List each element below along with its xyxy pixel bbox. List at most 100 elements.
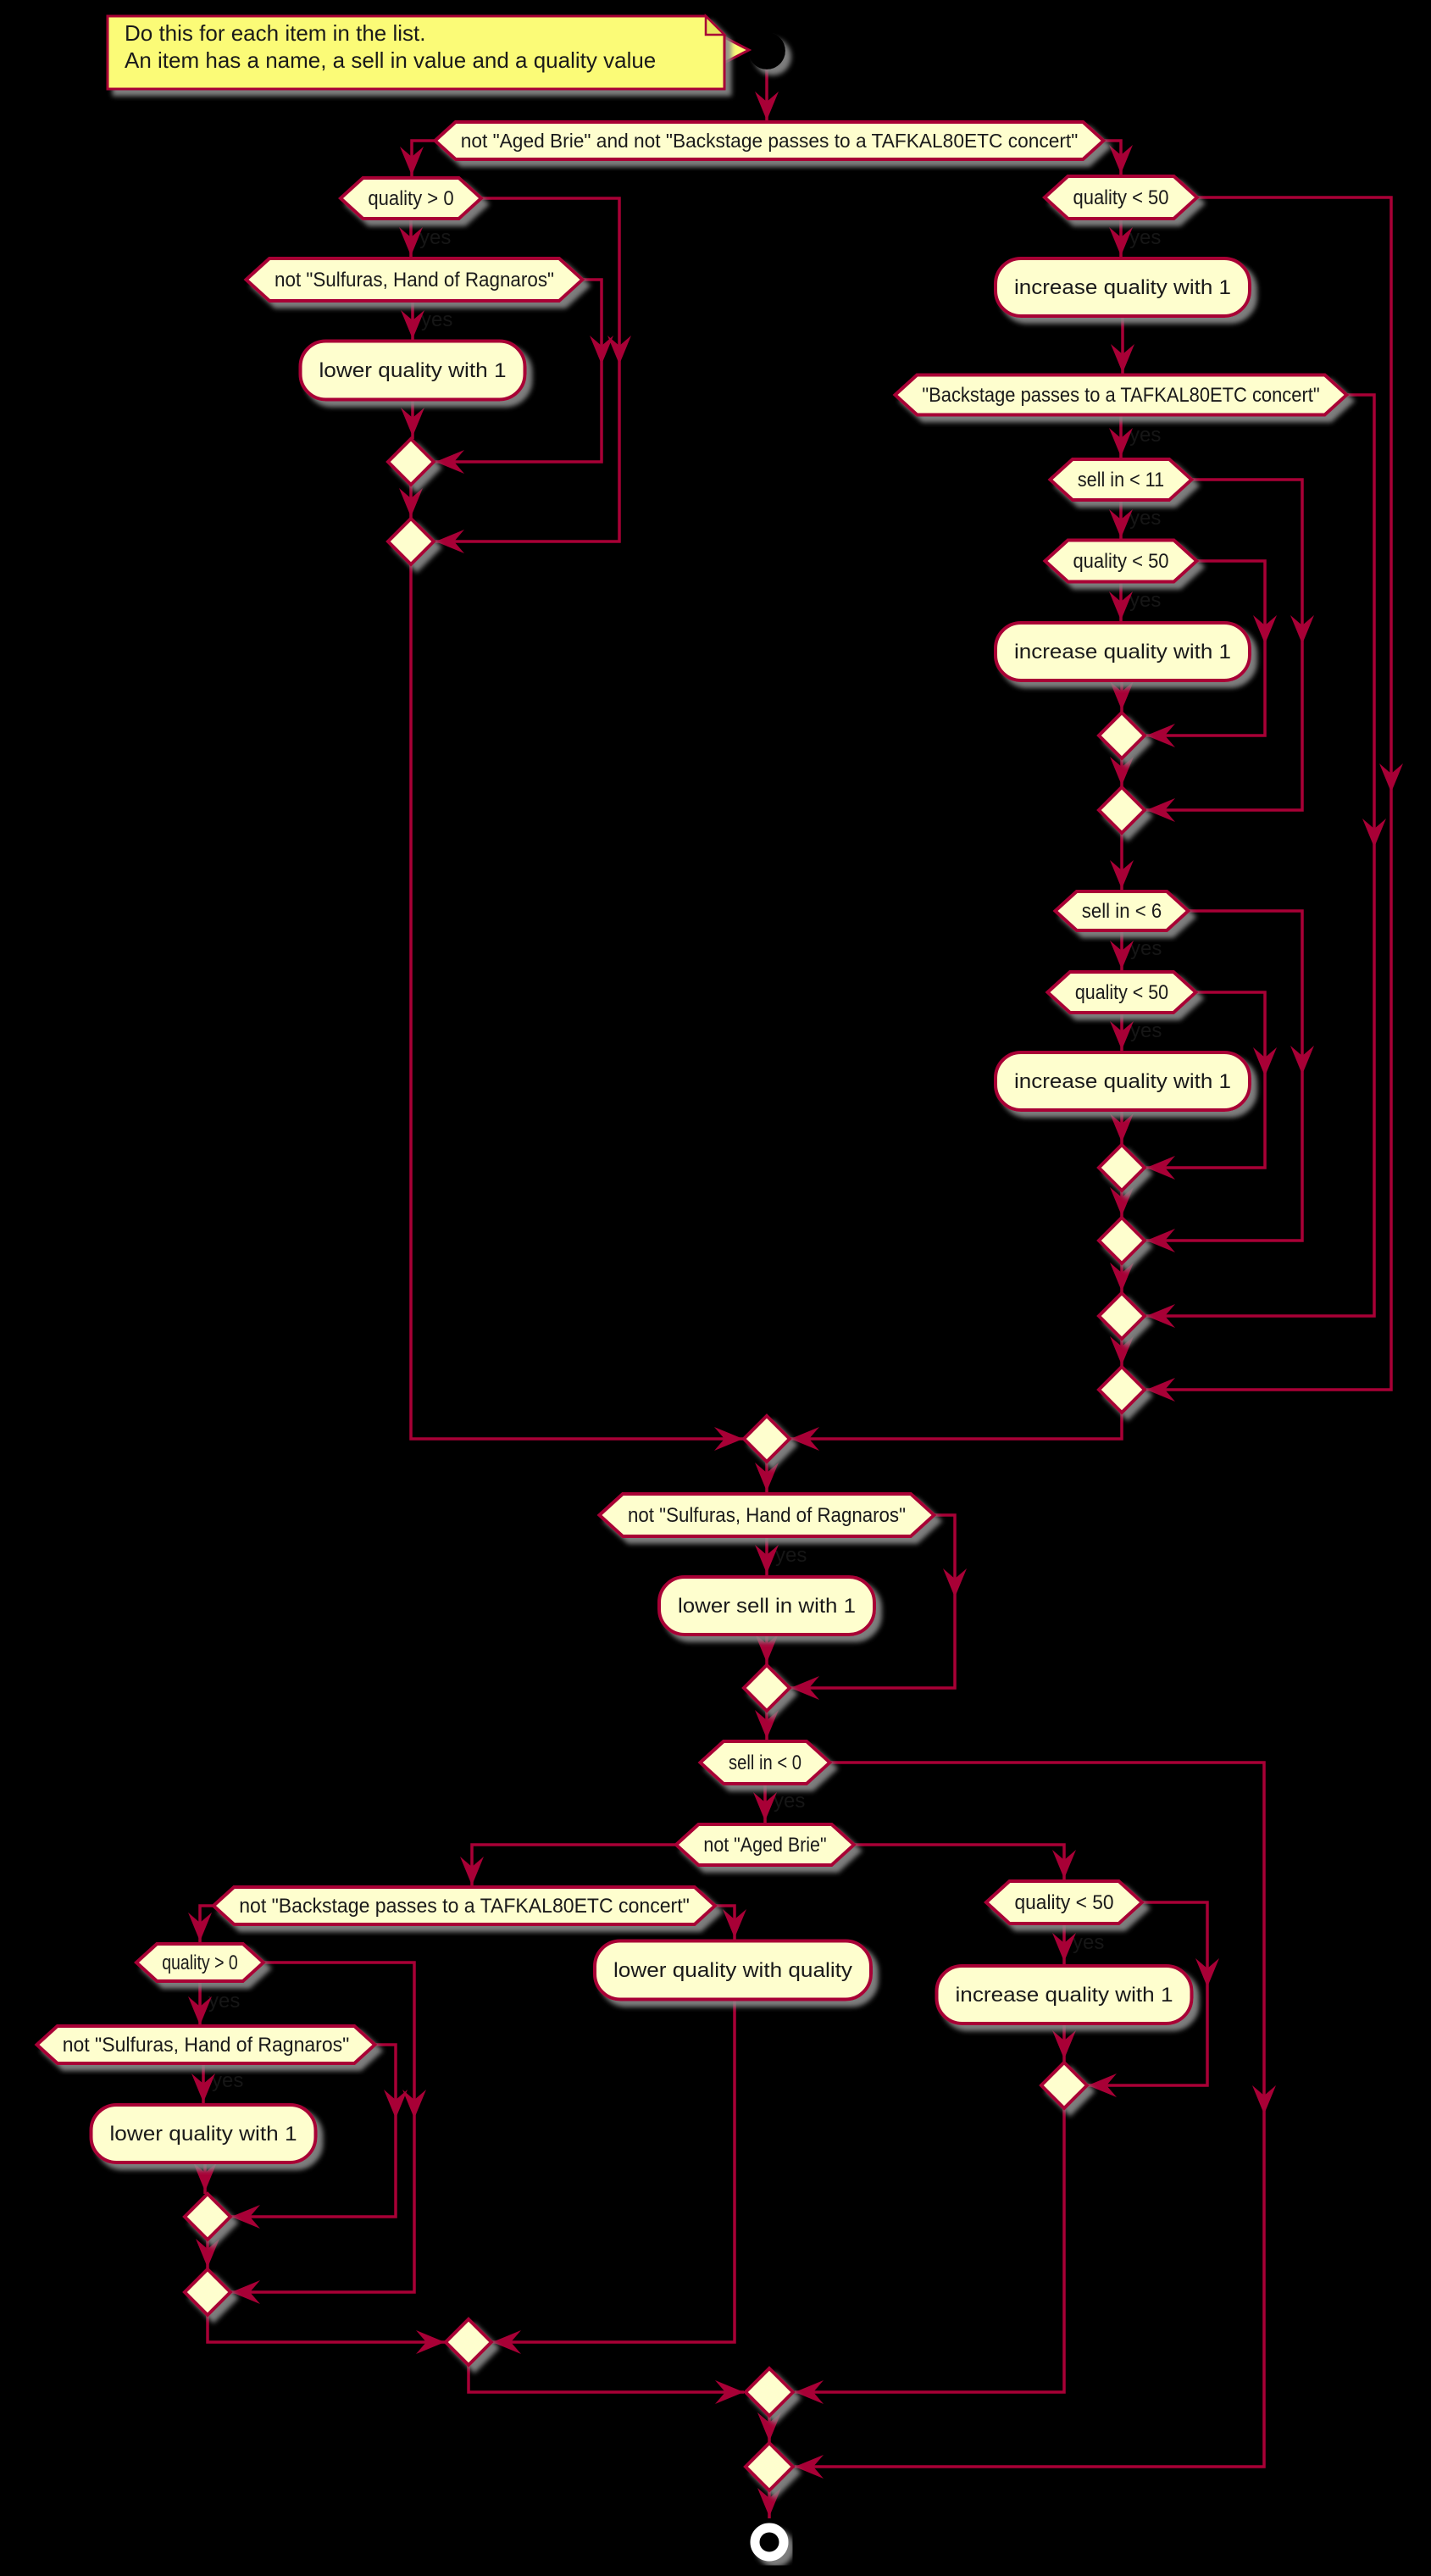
activity-increase-quality-2-label: increase quality with 1: [1014, 641, 1231, 663]
edge-label-yes: yes: [1073, 1931, 1104, 1954]
decision-quality-lt50-r1-label: quality < 50: [1073, 186, 1169, 209]
connector: [795, 1761, 1266, 2468]
merge-right-f: [1096, 1364, 1147, 1415]
decision-not-brie-and-not-backstage-label: not "Aged Brie" and not "Backstage passe…: [461, 130, 1079, 152]
arrowhead-d: [402, 2090, 426, 2118]
arrowhead-d: [1052, 1933, 1076, 1962]
decision-not-sulfuras-left: [243, 257, 585, 303]
arrowhead-d: [1110, 860, 1134, 889]
decision-not-sulfuras-mid: [596, 1492, 937, 1538]
arrowhead-l: [790, 1427, 819, 1451]
activity-increase-quality-1-label: increase quality with 1: [1014, 276, 1231, 299]
merge-center: [741, 1413, 792, 1464]
decision-not-brie-and-not-backstage: [432, 120, 1107, 161]
arrowhead-d: [1110, 1187, 1134, 1216]
connector: [467, 2365, 744, 2394]
decision-sellin-lt0-label: sell in < 0: [729, 1752, 801, 1774]
connector: [435, 278, 603, 464]
arrowhead-d: [1290, 1046, 1314, 1074]
arrowhead-d: [196, 2239, 219, 2268]
arrowhead-d: [755, 1463, 779, 1491]
activity-lower-quality-left-label: lower quality with 1: [319, 359, 507, 382]
arrowhead-d: [1110, 1336, 1134, 1365]
decision-quality-lt50-r3-label: quality < 50: [1075, 981, 1168, 1004]
note-line-1: Do this for each item in the list.: [125, 20, 425, 46]
merge-bottom-m: [743, 2366, 796, 2418]
connector: [492, 1999, 736, 2344]
activity-lower-sellin-label: lower sell in with 1: [678, 1595, 856, 1618]
diagram-nodes: not "Aged Brie" and not "Backstage passe…: [34, 32, 1350, 2562]
merge-bottom-left-2: [182, 2267, 233, 2318]
merge-right-e: [1096, 1291, 1147, 1341]
decision-not-aged-brie-label: not "Aged Brie": [703, 1834, 826, 1857]
activity-lower-quality-bottom: [89, 2103, 318, 2164]
arrowhead-l: [1146, 1378, 1175, 1402]
arrowhead-l: [1088, 2074, 1117, 2097]
arrowhead-d: [755, 1634, 779, 1663]
arrowhead-l: [435, 530, 464, 553]
note-fold-icon: [704, 13, 728, 36]
activity-lower-quality-with-quality: [593, 1939, 873, 2001]
arrowhead-d: [188, 1996, 212, 2025]
arrowhead-d: [1195, 1958, 1219, 1987]
edge-label-yes: yes: [1130, 1019, 1162, 1042]
merge-left-2: [385, 516, 436, 567]
arrowhead-d: [191, 2074, 215, 2102]
arrowhead-l: [795, 2380, 824, 2404]
note-line-2: An item has a name, a sell in value and …: [125, 47, 656, 73]
edge-label-yes: yes: [1129, 226, 1161, 249]
edge-label-yes: yes: [1129, 424, 1161, 447]
connector: [409, 564, 743, 1441]
arrowhead-l: [1146, 1156, 1175, 1180]
decision-quality-gt0-left-label: quality > 0: [368, 187, 453, 210]
edge-label-yes: yes: [1130, 937, 1162, 960]
edge-label-yes: yes: [208, 1990, 240, 2012]
connector: [795, 2108, 1066, 2394]
decision-quality-lt50-bottom-label: quality < 50: [1015, 1891, 1114, 1914]
arrowhead-d: [1109, 428, 1133, 457]
arrowhead-l: [231, 2280, 260, 2304]
connector: [1146, 393, 1376, 1318]
merge-mid: [741, 1663, 792, 1713]
activity-increase-quality-3: [994, 1051, 1251, 1112]
arrowhead-l: [790, 1676, 819, 1700]
arrowhead-d: [1110, 1113, 1134, 1142]
activity-lower-quality-with-quality-label: lower quality with quality: [613, 1959, 852, 1982]
arrowhead-d: [193, 2162, 217, 2191]
connector: [1088, 1901, 1209, 2087]
activity-increase-quality-1: [994, 257, 1251, 318]
arrowhead-r: [715, 2380, 744, 2404]
connector: [206, 2315, 445, 2344]
arrowhead-d: [607, 336, 631, 364]
arrowhead-d: [723, 1909, 746, 1938]
arrowhead-d: [188, 1913, 212, 1941]
activity-lower-quality-bottom-label: lower quality with 1: [110, 2123, 297, 2146]
arrowhead-d: [1110, 941, 1134, 969]
decision-quality-lt50-r2: [1042, 538, 1200, 584]
note: Do this for each item in the list.An ite…: [106, 13, 752, 91]
merge-right-a: [1096, 710, 1147, 761]
merge-bottom-left-1: [182, 2191, 233, 2242]
activity-increase-quality-bottom: [935, 1964, 1194, 2025]
decision-quality-lt50-bottom: [984, 1879, 1145, 1925]
decision-quality-gt0-bottom-label: quality > 0: [162, 1951, 238, 1974]
arrowhead-d: [400, 147, 424, 175]
connector: [1146, 196, 1393, 1391]
arrowhead-d: [401, 310, 424, 339]
arrowhead-d: [943, 1568, 967, 1597]
merge-right-b: [1096, 785, 1147, 836]
arrowhead-d: [1110, 1021, 1134, 1050]
note-pointer: [723, 35, 752, 65]
arrowhead-d: [1109, 591, 1133, 620]
merge-right-d: [1096, 1215, 1147, 1266]
decision-quality-gt0-left: [338, 176, 484, 220]
activity-increase-quality-bottom-label: increase quality with 1: [956, 1984, 1173, 2007]
note-body: [106, 14, 726, 91]
arrowhead-d: [1110, 681, 1134, 710]
connector: [231, 1961, 416, 2294]
decision-not-sulfuras-mid-label: not "Sulfuras, Hand of Ragnaros": [628, 1504, 906, 1527]
edge-labels: yes yes yes yes yes yes yes yes yes yes yes yes yes: [208, 226, 1162, 2092]
arrowhead-l: [1146, 1304, 1175, 1328]
connector: [790, 1513, 957, 1690]
